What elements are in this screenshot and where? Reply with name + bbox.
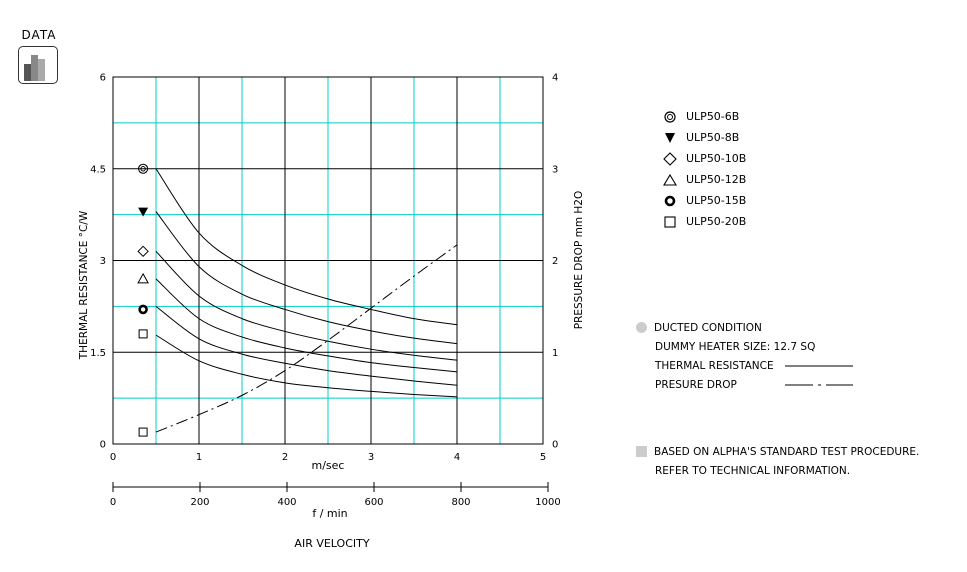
bar-chart-icon [18,46,58,84]
thermal-resistance-key: THERMAL RESISTANCE [636,356,855,375]
square-icon [664,215,676,228]
thermal-curve-ULP50-12B [155,278,458,373]
diamond-icon [663,151,677,166]
double-circle-icon [664,110,676,123]
x-tick-label: 4 [454,452,460,463]
legend-label: ULP50-6B [686,110,740,123]
square-marker [138,329,148,339]
thermal-curve-ULP50-10B [155,250,458,361]
dash-dot-line-icon [785,384,853,385]
chart-curves [155,168,458,433]
legend-label: ULP50-15B [686,194,747,207]
plot-frame [112,76,544,445]
y2-tick-label: 3 [552,164,558,175]
x-axis-label: m/sec [312,459,345,472]
test-conditions: DUCTED CONDITION DUMMY HEATER SIZE: 12.7… [636,318,855,394]
square-marker [138,427,148,437]
bold-circle-icon [664,195,676,206]
x-tick-label: 1 [196,452,202,463]
pressure-drop-key: PRESURE DROP [636,375,855,394]
legend-label: ULP50-10B [686,152,747,165]
x2-tick-label: 600 [364,497,383,508]
legend-item: ULP50-6B [662,106,746,127]
legend-item: ULP50-8B [662,127,746,148]
y2-tick-label: 4 [552,73,558,84]
test-procedure-note: BASED ON ALPHA'S STANDARD TEST PROCEDURE… [636,442,919,480]
x2-tick-label: 1000 [535,497,560,508]
legend-label: ULP50-12B [686,173,747,186]
legend-label: ULP50-8B [686,131,740,144]
solid-line-icon [785,365,853,366]
chart-legend: ULP50-6B ULP50-8B ULP50-10B ULP50-12B UL… [662,106,746,232]
y-axis-label: THERMAL RESISTANCE °C/W [78,210,90,360]
procedure-line-2: REFER TO TECHNICAL INFORMATION. [655,464,851,477]
x-tick-label: 2 [282,452,288,463]
y2-tick-label: 2 [552,256,558,267]
thermal-curve-ULP50-8B [155,211,458,345]
x2-tick-label: 0 [110,497,116,508]
x2-tick-label: 800 [451,497,470,508]
chart-footer: AIR VELOCITY [294,537,369,550]
gray-dot-icon [636,322,647,333]
x-tick-label: 3 [368,452,374,463]
bold-circle-marker [138,304,148,315]
legend-item: ULP50-12B [662,169,746,190]
x2-tick-label: 400 [277,497,296,508]
triangle-marker [137,272,149,284]
x-tick-label: 5 [540,452,546,463]
data-badge-label: DATA [21,28,57,42]
filled-triangle-down-marker [138,207,149,217]
legend-item: ULP50-20B [662,211,746,232]
data-badge: DATA [18,28,60,84]
thermal-curve-ULP50-20B [155,334,458,398]
y-tick-label: 1.5 [90,348,106,359]
diamond-marker [137,245,149,258]
procedure-line-1: BASED ON ALPHA'S STANDARD TEST PROCEDURE… [636,442,919,461]
x2-tick-label: 200 [190,497,209,508]
chart-grid [112,76,544,445]
double-circle-marker [138,163,149,174]
thermal-curve-ULP50-15B [155,305,458,386]
legend-item: ULP50-10B [662,148,746,169]
ducted-condition-note: DUCTED CONDITION [636,318,855,337]
y-tick-label: 4.5 [90,164,106,175]
y-tick-label: 3 [100,256,106,267]
y-tick-label: 6 [100,73,106,84]
pressure-drop-curve [155,244,458,433]
y-tick-label: 0 [100,440,106,451]
heater-size-note: DUMMY HEATER SIZE: 12.7 SQ [655,340,816,353]
y2-tick-label: 0 [552,440,558,451]
triangle-icon [663,173,677,186]
y2-tick-label: 1 [552,348,558,359]
chart-markers [137,163,149,437]
legend-label: ULP50-20B [686,215,747,228]
gray-square-icon [636,446,647,457]
legend-item: ULP50-15B [662,190,746,211]
x2-axis-label: f / min [312,507,347,520]
thermal-curve-ULP50-6B [155,168,458,326]
y2-axis-label: PRESSURE DROP mm H2O [573,191,585,330]
filled-triangle-down-icon [665,132,675,143]
x-tick-label: 0 [110,452,116,463]
